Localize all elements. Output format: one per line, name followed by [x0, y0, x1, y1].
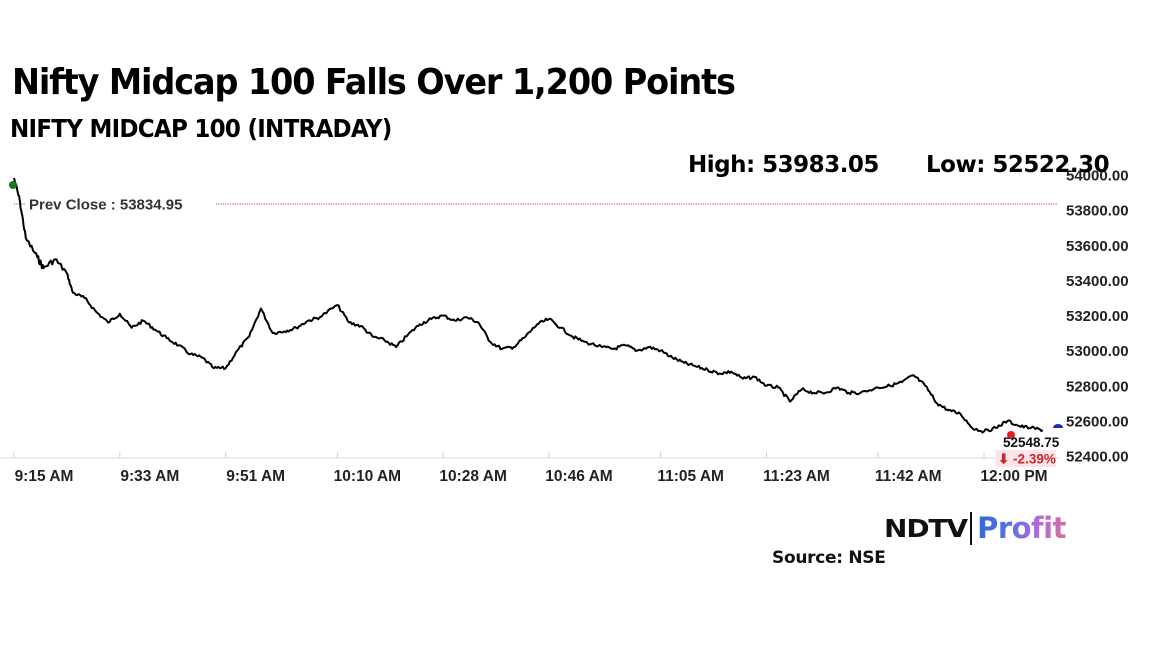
y-tick-label: 52400.00 [1066, 449, 1129, 466]
change-percent-label: ⬇ -2.39% [998, 452, 1056, 467]
y-tick-label: 53600.00 [1066, 238, 1129, 255]
chart-headline: Nifty Midcap 100 Falls Over 1,200 Points [12, 62, 736, 103]
open-marker [9, 181, 17, 189]
prev-close-label-bg [26, 193, 216, 213]
y-tick-label: 53800.00 [1066, 203, 1129, 220]
ndtv-profit-logo: NDTV Profit [884, 510, 1066, 546]
y-axis-ticks: 54000.00 53800.00 53600.00 53400.00 53200.00… [1066, 168, 1129, 466]
low-marker [1007, 431, 1015, 439]
low-value-label: Low: 52522.30 [926, 152, 1110, 178]
x-tick-label: 9:33 AM [120, 468, 179, 485]
change-label-bg [996, 450, 1056, 467]
y-tick-label: 54000.00 [1066, 168, 1129, 185]
x-tick-label: 12:00 PM [980, 468, 1047, 485]
x-tick-label: 9:15 AM [15, 468, 74, 485]
x-tick-label: 10:10 AM [334, 468, 401, 485]
last-value-label: 52548.75 [1003, 435, 1060, 450]
y-tick-label: 52800.00 [1066, 378, 1129, 395]
y-tick-label: 52600.00 [1066, 413, 1129, 430]
chart-subtitle: NIFTY MIDCAP 100 (INTRADAY) [10, 114, 392, 143]
logo-profit-text: Profit [977, 511, 1066, 545]
source-note: Source: NSE [772, 548, 886, 568]
y-tick-label: 53000.00 [1066, 343, 1129, 360]
x-tick-label: 9:51 AM [226, 468, 285, 485]
x-tick-label: 10:28 AM [439, 468, 506, 485]
logo-ndtv-text: NDTV [884, 513, 968, 543]
y-tick-label: 53200.00 [1066, 308, 1129, 325]
x-axis-ticks: 9:15 AM 9:33 AM 9:51 AM 10:10 AM 10:28 AM 10:… [13, 452, 1048, 485]
high-value-label: High: 53983.05 [688, 152, 879, 178]
x-tick-label: 11:42 AM [875, 468, 942, 485]
price-line [13, 177, 1044, 434]
logo-divider [970, 511, 973, 545]
x-tick-label: 11:23 AM [763, 468, 830, 485]
y-tick-label: 53400.00 [1066, 273, 1129, 290]
last-price-marker [1053, 424, 1063, 428]
x-tick-label: 11:05 AM [657, 468, 724, 485]
x-tick-label: 10:46 AM [545, 468, 612, 485]
prev-close-label: Prev Close : 53834.95 [29, 197, 182, 214]
